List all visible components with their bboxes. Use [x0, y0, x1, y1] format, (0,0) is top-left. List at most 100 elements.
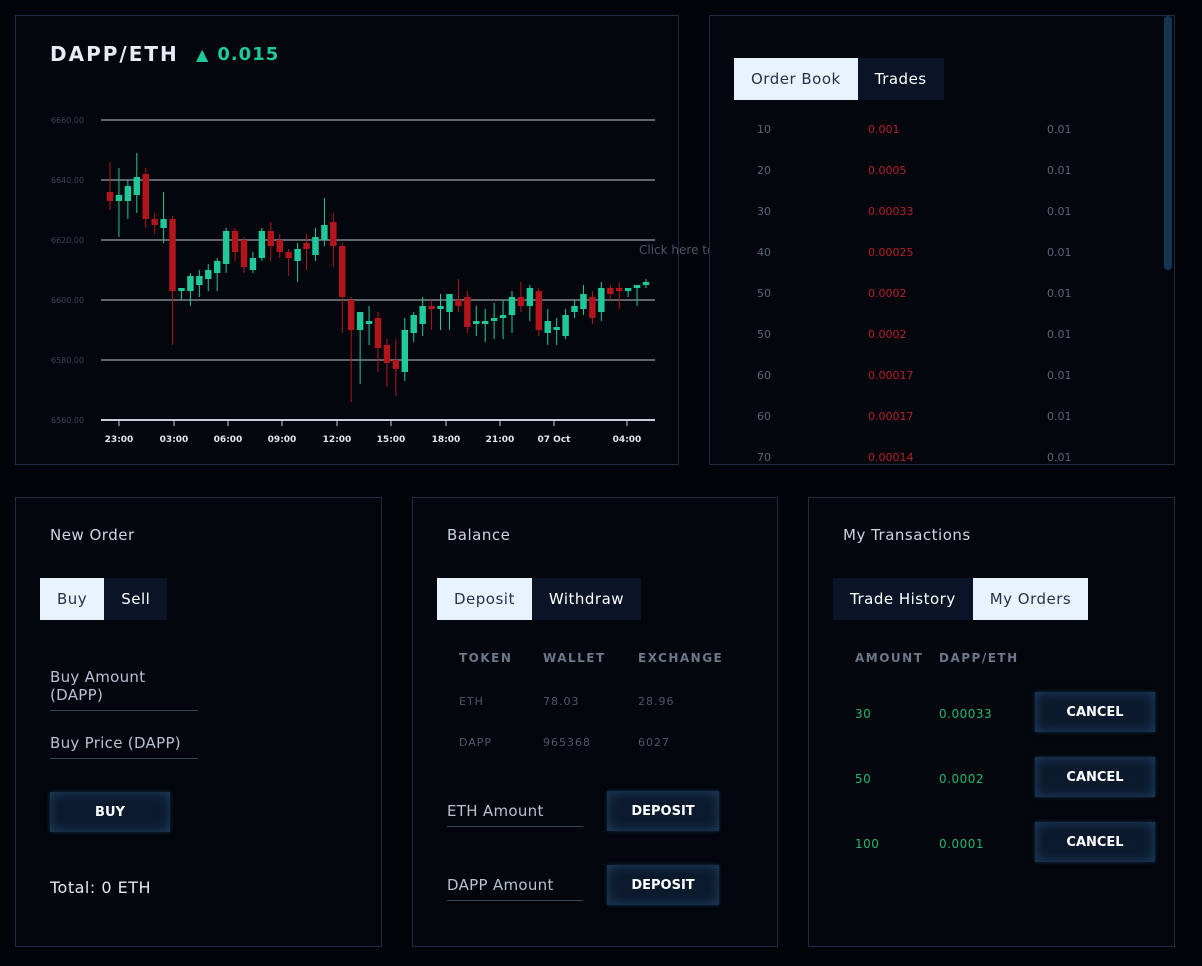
row-amount: 50 [757, 328, 771, 341]
candle-body [312, 237, 319, 255]
candle-body [231, 231, 239, 252]
order-book-row[interactable]: 10 0.001 0.01 [710, 123, 1150, 139]
balance-exchange: 28.96 [638, 695, 675, 708]
buy-price-field[interactable]: Buy Price (DAPP) [50, 734, 198, 759]
balance-tabs: Deposit Withdraw [437, 578, 642, 620]
candle-body [401, 330, 409, 372]
buy-amount-field[interactable]: Buy Amount (DAPP) [50, 668, 198, 711]
order-book-scrollbar[interactable] [1164, 16, 1172, 270]
dapp-amount-field[interactable]: DAPP Amount [447, 876, 583, 901]
candlestick-chart[interactable]: 6560.00 6580.00 6600.00 6620.00 6640.00 6660.… [16, 16, 678, 464]
tab-trade-history[interactable]: Trade History [833, 578, 973, 620]
tab-withdraw[interactable]: Withdraw [531, 578, 642, 620]
order-book-row[interactable]: 50 0.0002 0.01 [710, 328, 1150, 344]
cancel-order-button[interactable]: CANCEL [1035, 757, 1155, 797]
price-change: ▲ 0.015 [196, 44, 279, 65]
row-price: 0.0005 [868, 164, 907, 177]
row-total: 0.01 [1047, 123, 1072, 136]
y-tick-label: 6580.00 [51, 356, 84, 365]
cancel-order-button[interactable]: CANCEL [1035, 692, 1155, 732]
order-book-panel: Order Book Trades 10 0.001 0.01 20 0.000… [709, 15, 1175, 465]
row-amount: 30 [757, 205, 771, 218]
x-tick-label: 09:00 [268, 435, 297, 445]
x-tick-label: 12:00 [323, 435, 352, 445]
row-amount: 10 [757, 123, 771, 136]
candle-body [267, 231, 275, 246]
order-amount: 50 [855, 772, 872, 786]
column-header-token: TOKEN [459, 651, 513, 665]
order-book-row[interactable]: 30 0.00033 0.01 [710, 205, 1150, 221]
order-side-tabs: Buy Sell [40, 578, 168, 620]
row-amount: 50 [757, 287, 771, 300]
y-tick-label: 6640.00 [51, 176, 84, 185]
candle-body [205, 270, 212, 279]
order-amount: 30 [855, 707, 872, 721]
candle-body [160, 219, 167, 228]
panel-title: Balance [447, 526, 511, 544]
candle-body [151, 219, 158, 225]
transactions-tabs: Trade History My Orders [833, 578, 1089, 620]
x-tick-label: 18:00 [432, 435, 461, 445]
candle-body [473, 321, 480, 324]
candle-body [428, 306, 435, 309]
candle-body [240, 240, 248, 267]
y-tick-label: 6620.00 [51, 236, 84, 245]
candle-body [598, 288, 605, 312]
balance-wallet: 965368 [543, 736, 591, 749]
y-tick-label: 6600.00 [51, 296, 84, 305]
column-header-price: DAPP/ETH [939, 651, 1019, 665]
candle-body [607, 288, 614, 294]
tab-sell[interactable]: Sell [104, 578, 168, 620]
candle-body [419, 306, 426, 324]
order-book-row[interactable]: 60 0.00017 0.01 [710, 410, 1150, 426]
row-amount: 20 [757, 164, 771, 177]
panel-title: New Order [50, 526, 135, 544]
deposit-dapp-button[interactable]: DEPOSIT [607, 865, 719, 905]
row-price: 0.00017 [868, 410, 914, 423]
order-book-row[interactable]: 70 0.00014 0.01 [710, 451, 1150, 464]
column-header-exchange: EXCHANGE [638, 651, 724, 665]
candle-body [124, 186, 132, 201]
deposit-eth-button[interactable]: DEPOSIT [607, 791, 719, 831]
candle-body [562, 315, 569, 336]
column-header-wallet: WALLET [543, 651, 606, 665]
candle-body [553, 327, 560, 330]
candle-body [285, 252, 292, 258]
buy-button[interactable]: BUY [50, 792, 170, 832]
row-total: 0.01 [1047, 246, 1072, 259]
candle-body [517, 297, 525, 306]
balance-wallet: 78.03 [543, 695, 580, 708]
order-book-row[interactable]: 40 0.00025 0.01 [710, 246, 1150, 262]
candle-body [187, 276, 194, 291]
candle-body [222, 231, 230, 264]
order-book-row[interactable]: 60 0.00017 0.01 [710, 369, 1150, 385]
x-tick-label: 04:00 [613, 435, 642, 445]
order-price: 0.0002 [939, 772, 984, 786]
candle-body [383, 345, 391, 363]
row-amount: 60 [757, 369, 771, 382]
order-book-tabs: Order Book Trades [734, 58, 944, 100]
row-total: 0.01 [1047, 164, 1072, 177]
my-transactions-panel: My Transactions Trade History My Orders … [808, 497, 1175, 947]
tab-my-orders[interactable]: My Orders [972, 578, 1089, 620]
tab-buy[interactable]: Buy [40, 578, 105, 620]
tab-deposit[interactable]: Deposit [437, 578, 532, 620]
row-total: 0.01 [1047, 369, 1072, 382]
candle-body [624, 288, 632, 291]
cancel-order-button[interactable]: CANCEL [1035, 822, 1155, 862]
candle-body [258, 231, 266, 258]
row-amount: 70 [757, 451, 771, 464]
candle-body [446, 294, 453, 312]
tab-trades[interactable]: Trades [857, 58, 944, 100]
order-book-row[interactable]: 50 0.0002 0.01 [710, 287, 1150, 303]
eth-amount-field[interactable]: ETH Amount [447, 802, 583, 827]
row-price: 0.00025 [868, 246, 914, 259]
tab-order-book[interactable]: Order Book [734, 58, 858, 100]
candle-body [481, 321, 489, 324]
order-book-row[interactable]: 20 0.0005 0.01 [710, 164, 1150, 180]
column-header-amount: AMOUNT [855, 651, 924, 665]
y-tick-label: 6660.00 [51, 116, 84, 125]
balance-exchange: 6027 [638, 736, 670, 749]
candle-body [115, 195, 123, 201]
candle-body [589, 297, 596, 318]
